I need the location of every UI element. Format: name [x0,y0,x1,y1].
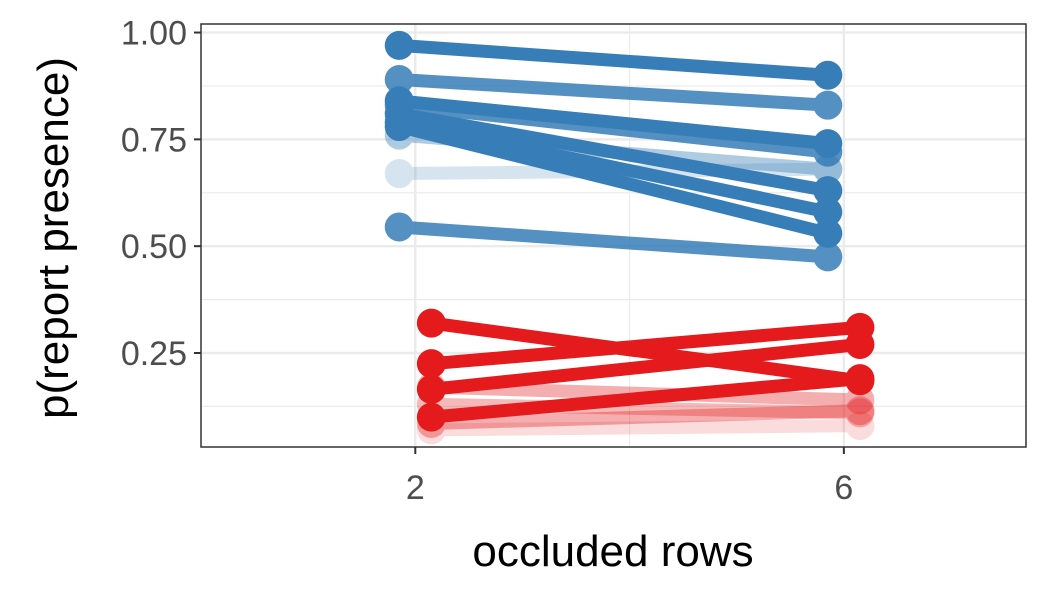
series-red-14 [416,372,875,415]
x-axis-title: occluded rows [472,527,753,576]
data-point [813,154,843,184]
axis-layer: 0.25 0.50 0.75 1.00 2 6 [121,15,1027,507]
series-line [431,397,861,420]
series-blue-7 [384,120,843,184]
series-line [430,337,861,396]
data-point [416,402,446,432]
series-line [398,38,829,82]
series-line [431,380,861,407]
data-point [845,364,875,394]
series-blue-6 [384,112,843,248]
series-red-17 [416,411,875,445]
data-point [416,409,446,438]
y-tick-label: 0.75 [121,121,187,159]
data-point [813,197,843,227]
y-tick-label: 0.25 [121,335,187,373]
y-tick-label: 1.00 [121,15,187,53]
panel-border [200,23,1027,448]
x-tick-label: 6 [834,469,853,507]
series-line [431,404,861,430]
y-axis-title: p(report presence) [29,57,78,419]
data-point [813,90,843,120]
series-blue-8 [384,154,843,189]
series-red-13 [416,364,875,432]
series-blue-0 [384,30,843,90]
data-point [416,389,446,419]
series-line [430,372,861,424]
series-blue-1 [384,65,843,120]
series-line [398,220,829,264]
data-point [384,65,414,95]
data-point [384,120,414,150]
data-point [416,349,446,379]
data-point [813,137,843,167]
data-point [384,212,414,242]
series-line [399,162,828,181]
series-red-12 [416,329,875,404]
data-point [416,374,446,404]
series-red-16 [416,396,875,438]
data-point [416,415,446,445]
series-line [398,107,829,198]
series-line [430,320,861,371]
series-blue-9 [384,212,843,272]
series-line [398,73,829,112]
data-point [813,60,843,90]
x-tick-label: 2 [406,469,425,507]
data-point [813,218,843,248]
y-tick-label: 0.50 [121,228,187,266]
data-point [845,329,875,359]
data-point [416,372,446,402]
series-line [397,115,830,219]
data-point [813,154,843,184]
data-point [384,159,414,189]
series-line [397,120,830,240]
data-point [384,30,414,60]
data-point [845,398,875,428]
series-line [398,128,829,176]
data-point [813,242,843,272]
series-layer [384,30,875,445]
series-line [431,419,860,437]
data-point [813,176,843,206]
data-point [416,308,446,338]
data-point [845,411,875,441]
series-red-15 [416,389,875,428]
data-point [845,396,875,426]
data-point [384,112,414,142]
series-line [398,98,829,159]
data-point [845,385,875,415]
